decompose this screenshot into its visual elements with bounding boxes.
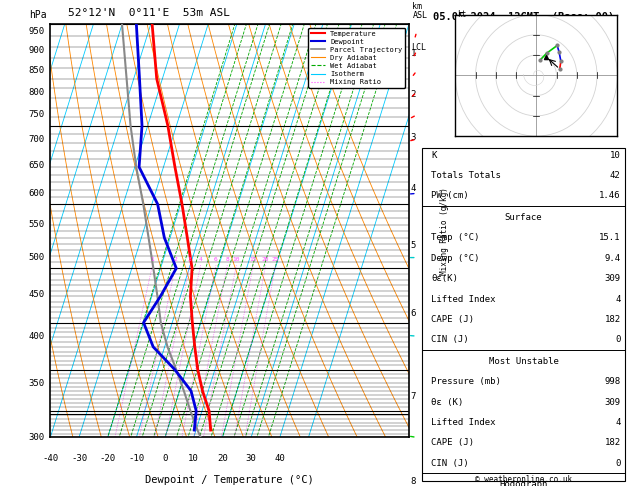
- Text: 05.05.2024  12GMT  (Base: 00): 05.05.2024 12GMT (Base: 00): [433, 12, 615, 22]
- Text: km
ASL: km ASL: [413, 2, 428, 20]
- Text: θε(K): θε(K): [431, 274, 458, 283]
- Text: CAPE (J): CAPE (J): [431, 315, 474, 324]
- Text: 309: 309: [604, 274, 621, 283]
- Text: 950: 950: [29, 27, 45, 36]
- Text: 1: 1: [150, 257, 154, 262]
- Text: 300: 300: [29, 433, 45, 442]
- Text: 52°12'N  0°11'E  53m ASL: 52°12'N 0°11'E 53m ASL: [68, 8, 230, 18]
- Text: 1: 1: [411, 49, 416, 58]
- Text: Surface: Surface: [505, 213, 542, 222]
- Text: 450: 450: [29, 290, 45, 299]
- Text: 3: 3: [411, 133, 416, 142]
- Text: CAPE (J): CAPE (J): [431, 438, 474, 448]
- Text: 6: 6: [411, 309, 416, 318]
- Text: 998: 998: [604, 377, 621, 386]
- Text: -10: -10: [128, 454, 145, 463]
- Legend: Temperature, Dewpoint, Parcel Trajectory, Dry Adiabat, Wet Adiabat, Isotherm, Mi: Temperature, Dewpoint, Parcel Trajectory…: [308, 28, 405, 88]
- Text: 6: 6: [214, 257, 218, 262]
- Text: 3: 3: [188, 257, 192, 262]
- Text: Lifted Index: Lifted Index: [431, 418, 496, 427]
- Text: 350: 350: [29, 379, 45, 388]
- Text: 15.1: 15.1: [599, 233, 621, 243]
- Text: 40: 40: [274, 454, 285, 463]
- Text: Dewpoint / Temperature (°C): Dewpoint / Temperature (°C): [145, 474, 314, 485]
- Text: 182: 182: [604, 315, 621, 324]
- Text: Hodograph: Hodograph: [499, 480, 548, 486]
- Text: 20: 20: [217, 454, 228, 463]
- Text: 850: 850: [29, 66, 45, 75]
- Text: 10: 10: [610, 151, 621, 160]
- Text: 20: 20: [262, 257, 269, 262]
- Text: 400: 400: [29, 331, 45, 341]
- Text: 0: 0: [162, 454, 168, 463]
- Text: 900: 900: [29, 46, 45, 55]
- Text: 2: 2: [174, 257, 177, 262]
- Text: -40: -40: [42, 454, 58, 463]
- Text: 2: 2: [411, 90, 416, 99]
- Text: hPa: hPa: [29, 10, 47, 20]
- Text: 8: 8: [225, 257, 229, 262]
- Text: 7: 7: [411, 392, 416, 401]
- Text: 10: 10: [188, 454, 199, 463]
- Text: Dewp (°C): Dewp (°C): [431, 254, 479, 263]
- Text: 10: 10: [233, 257, 240, 262]
- Text: 4: 4: [615, 418, 621, 427]
- Text: 15: 15: [250, 257, 257, 262]
- Text: CIN (J): CIN (J): [431, 459, 469, 468]
- Text: 600: 600: [29, 189, 45, 198]
- Text: 700: 700: [29, 135, 45, 144]
- Text: kt: kt: [457, 10, 467, 19]
- Text: 42: 42: [610, 171, 621, 180]
- Text: CIN (J): CIN (J): [431, 335, 469, 345]
- Text: 309: 309: [604, 398, 621, 407]
- Text: 500: 500: [29, 253, 45, 262]
- Text: -20: -20: [99, 454, 116, 463]
- Text: 4: 4: [615, 295, 621, 304]
- Text: Temp (°C): Temp (°C): [431, 233, 479, 243]
- Text: Lifted Index: Lifted Index: [431, 295, 496, 304]
- Text: 182: 182: [604, 438, 621, 448]
- Text: PW (cm): PW (cm): [431, 191, 469, 201]
- Text: K: K: [431, 151, 437, 160]
- Text: 1.46: 1.46: [599, 191, 621, 201]
- Text: θε (K): θε (K): [431, 398, 463, 407]
- Text: Mixing Ratio (g/kg): Mixing Ratio (g/kg): [440, 187, 449, 275]
- Text: Pressure (mb): Pressure (mb): [431, 377, 501, 386]
- Text: 5: 5: [411, 241, 416, 250]
- Text: 650: 650: [29, 161, 45, 170]
- Text: 8: 8: [411, 477, 416, 486]
- Text: 800: 800: [29, 87, 45, 97]
- Text: -30: -30: [71, 454, 87, 463]
- Text: 4: 4: [199, 257, 203, 262]
- Text: 25: 25: [272, 257, 279, 262]
- Text: 550: 550: [29, 220, 45, 228]
- Text: Most Unstable: Most Unstable: [489, 357, 559, 366]
- Text: 4: 4: [411, 184, 416, 193]
- Text: 750: 750: [29, 110, 45, 120]
- Text: LCL: LCL: [411, 43, 426, 52]
- Text: 9.4: 9.4: [604, 254, 621, 263]
- Text: 0: 0: [615, 459, 621, 468]
- Text: 30: 30: [246, 454, 257, 463]
- Text: Totals Totals: Totals Totals: [431, 171, 501, 180]
- Text: 0: 0: [615, 335, 621, 345]
- Text: © weatheronline.co.uk: © weatheronline.co.uk: [475, 474, 572, 484]
